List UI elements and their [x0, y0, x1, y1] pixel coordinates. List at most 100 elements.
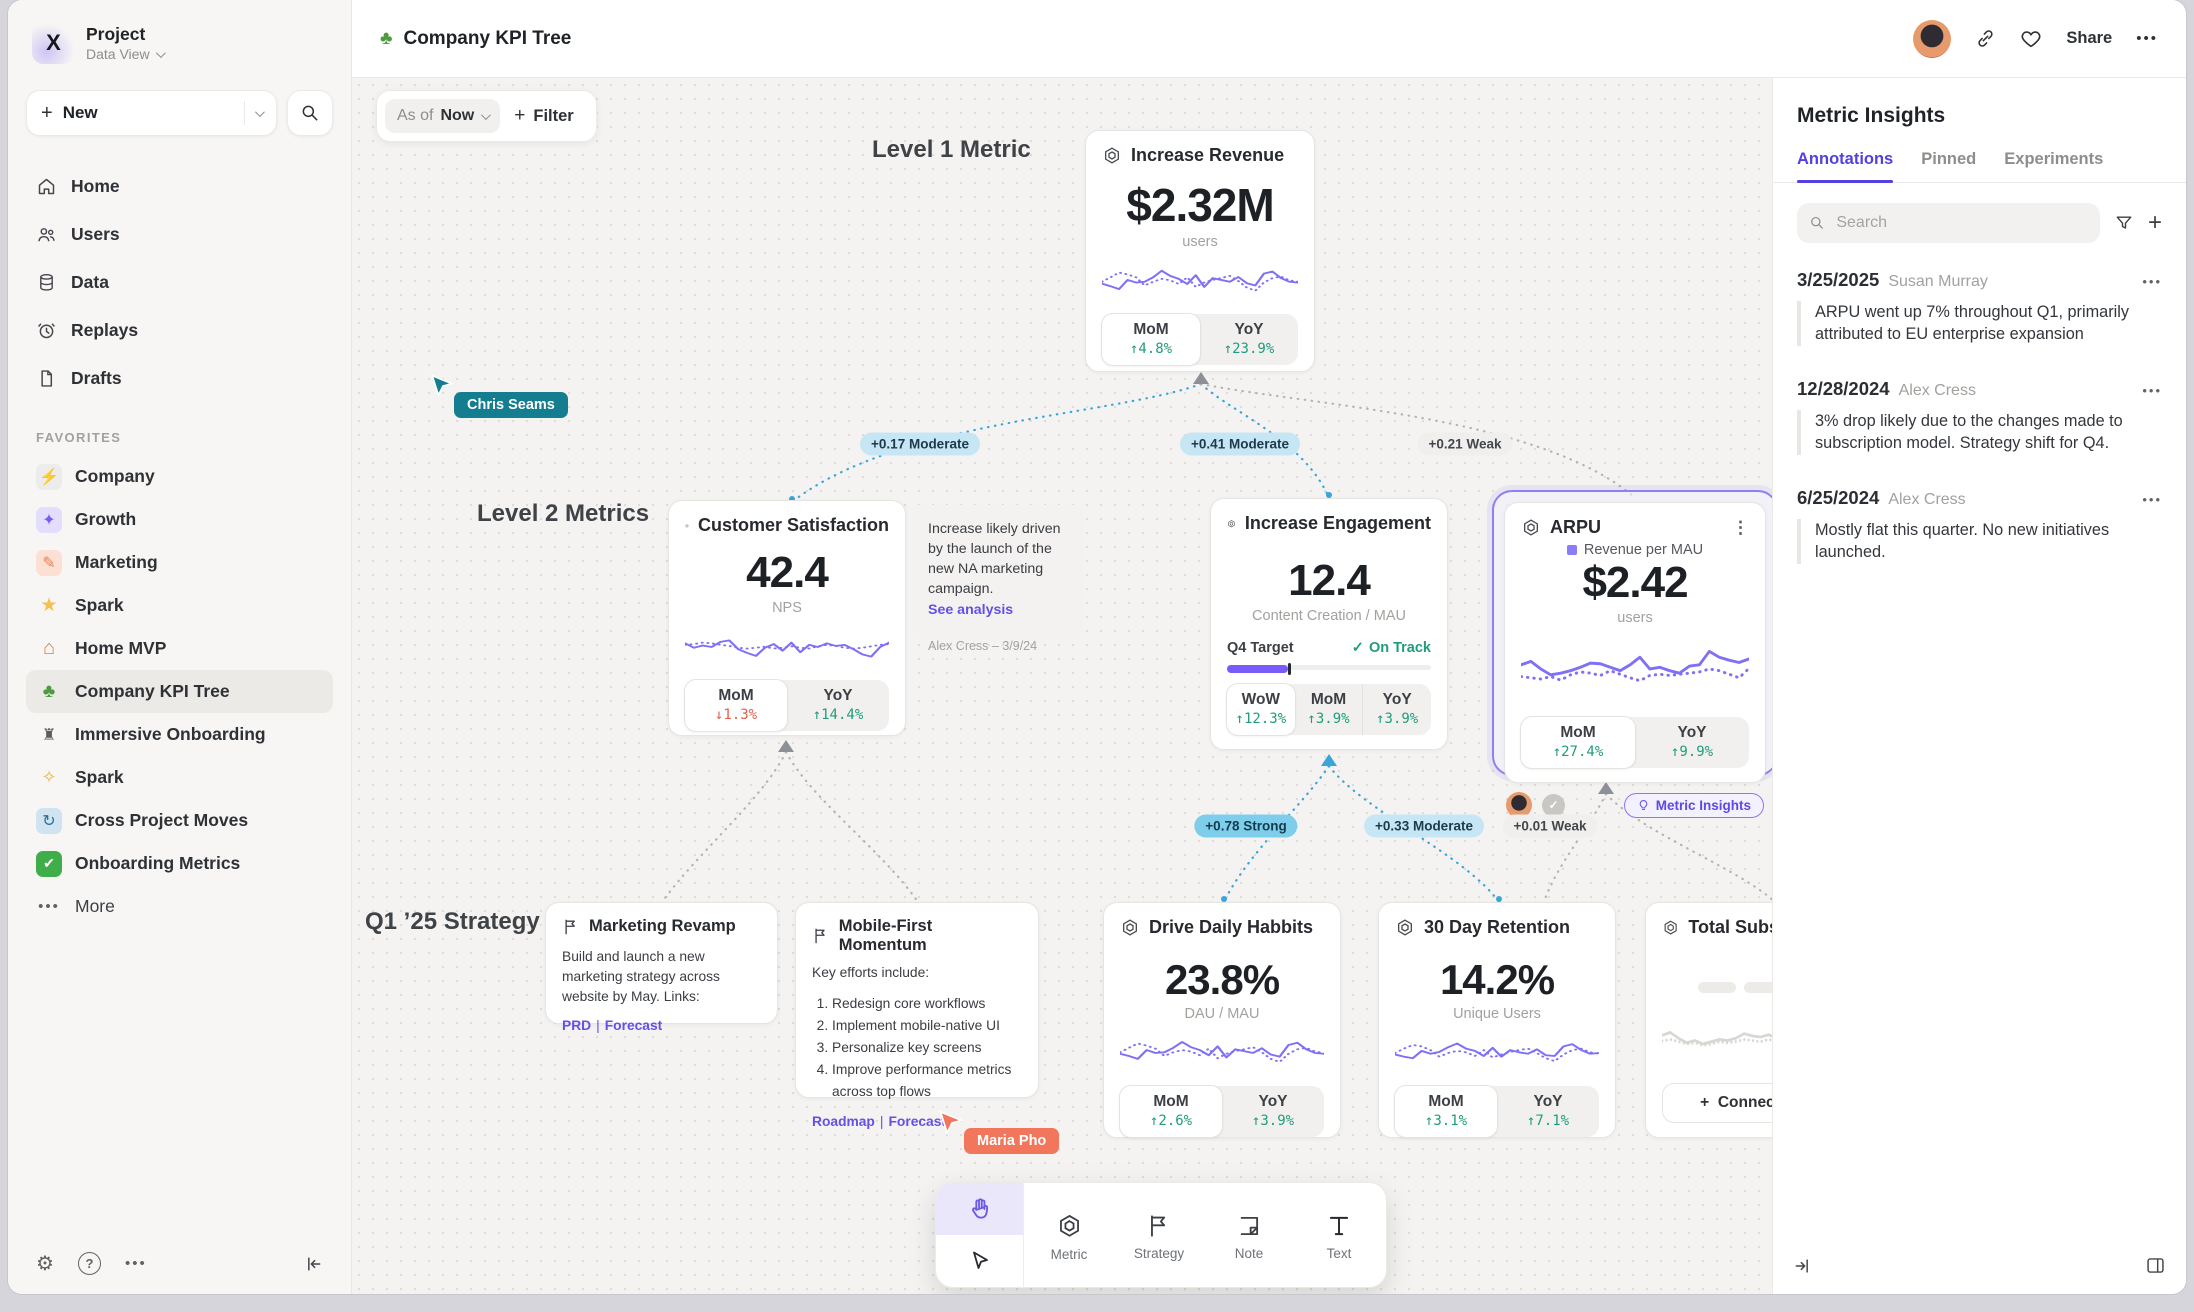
sidebar-item-drafts[interactable]: Drafts	[26, 356, 333, 400]
tab-experiments[interactable]: Experiments	[2004, 150, 2104, 168]
stat-mom[interactable]: MoM ↑2.6%	[1119, 1085, 1223, 1138]
see-analysis-link[interactable]: See analysis	[928, 601, 1014, 618]
more-menu-icon[interactable]: •••	[2136, 30, 2158, 47]
note-tool-button[interactable]: Note	[1204, 1183, 1294, 1287]
stat-mom[interactable]: MoM ↑27.4%	[1520, 716, 1636, 770]
metric-card-arpu[interactable]: ARPU ⋮ Revenue per MAU $2.42 users MoM ↑2…	[1504, 502, 1766, 784]
search-input[interactable]	[1834, 213, 2088, 233]
annotation-menu-icon[interactable]: •••	[2142, 274, 2162, 289]
stat-mom[interactable]: MoM ↑3.1%	[1394, 1085, 1498, 1138]
panel-layout-icon[interactable]	[2145, 1255, 2166, 1276]
stat-yoy[interactable]: YoY ↑3.9%	[1362, 684, 1431, 735]
tool-label: Metric	[1050, 1246, 1088, 1262]
list-item: Personalize key screens	[832, 1037, 1022, 1059]
stat-yoy[interactable]: YoY ↑7.1%	[1526, 1093, 1570, 1129]
strategy-tool-button[interactable]: Strategy	[1114, 1183, 1204, 1287]
canvas-note[interactable]: Increase likely driven by the launch of …	[913, 505, 1083, 653]
annotation-search[interactable]	[1797, 203, 2100, 243]
stat-yoy[interactable]: YoY ↑14.4%	[812, 687, 864, 723]
note-text: Increase likely driven by the launch of …	[928, 521, 1061, 598]
connect-button[interactable]: + Connect	[1662, 1083, 1772, 1123]
metric-card-total-subscriptions[interactable]: Total Subscript + Connect	[1645, 902, 1772, 1138]
stat-yoy[interactable]: YoY ↑3.9%	[1251, 1093, 1295, 1129]
sidebar-item-label: Replays	[71, 319, 139, 340]
forecast-link[interactable]: Forecast	[604, 1018, 663, 1033]
flag-icon	[815, 928, 825, 944]
sidebar-item-home[interactable]: Home	[26, 164, 333, 208]
tab-pinned[interactable]: Pinned	[1921, 150, 1977, 168]
sidebar-item-company-kpi-tree[interactable]: ♣ Company KPI Tree	[26, 670, 333, 713]
sidebar-item-spark[interactable]: ★ Spark	[26, 584, 333, 627]
stat-yoy[interactable]: YoY ↑9.9%	[1670, 724, 1714, 761]
strategy-card-marketing-revamp[interactable]: Marketing Revamp Build and launch a new …	[545, 902, 778, 1033]
more-options-icon[interactable]: •••	[124, 1255, 147, 1272]
new-button[interactable]: + New	[26, 90, 277, 136]
select-tool-button[interactable]	[936, 1235, 1023, 1287]
strategy-card-mobile-first-momentum[interactable]: Mobile-First Momentum Key efforts includ…	[795, 902, 1039, 1129]
forecast-link[interactable]: Forecast	[888, 1114, 946, 1130]
sidebar-item-immersive-onboarding[interactable]: ♜ Immersive Onboarding	[26, 713, 333, 756]
sidebar-item-company[interactable]: ⚡ Company	[26, 455, 333, 498]
sidebar-item-marketing[interactable]: ✎ Marketing	[26, 541, 333, 584]
as-of-dropdown[interactable]: As of Now	[385, 99, 501, 133]
collapse-panel-icon[interactable]	[1793, 1256, 1813, 1276]
annotation-entry[interactable]: 3/25/2025 Susan Murray ••• ARPU went up …	[1797, 269, 2162, 346]
hand-tool-button[interactable]	[936, 1183, 1023, 1235]
annotation-menu-icon[interactable]: •••	[2142, 382, 2162, 398]
chevron-down-icon[interactable]	[254, 106, 265, 117]
annotation-entry[interactable]: 6/25/2024 Alex Cress ••• Mostly flat thi…	[1797, 487, 2162, 564]
sidebar-item-data[interactable]: Data	[26, 260, 333, 304]
sidebar-item-more[interactable]: ••• More	[26, 885, 333, 928]
annotation-menu-icon[interactable]: •••	[2142, 491, 2162, 507]
draft-file-icon	[41, 369, 53, 387]
sidebar-item-replays[interactable]: Replays	[26, 308, 333, 352]
sidebar-item-home-mvp[interactable]: ⌂ Home MVP	[26, 627, 333, 670]
share-button[interactable]: Share	[2066, 29, 2113, 47]
sidebar-item-spark-2[interactable]: ✧ Spark	[26, 756, 333, 799]
settings-gear-icon[interactable]: ⚙	[36, 1253, 54, 1275]
divider	[244, 101, 245, 125]
plus-icon: +	[1700, 1094, 1710, 1111]
sidebar-item-users[interactable]: Users	[26, 212, 333, 256]
metric-card-increase-engagement[interactable]: Increase Engagement 12.4 Content Creatio…	[1210, 498, 1448, 750]
stat-mom[interactable]: MoM ↑4.8%	[1101, 313, 1201, 366]
stat-yoy[interactable]: YoY ↑23.9%	[1223, 321, 1275, 357]
collapse-sidebar-icon[interactable]	[303, 1254, 323, 1274]
metric-card-increase-revenue[interactable]: Increase Revenue $2.32M users MoM ↑4.8% Y…	[1085, 130, 1315, 372]
sidebar-item-onboarding-metrics[interactable]: ✔ Onboarding Metrics	[26, 842, 333, 885]
correlation-badge: +0.78 Strong	[1194, 814, 1298, 838]
metric-tool-button[interactable]: Metric	[1024, 1183, 1114, 1287]
tab-annotations[interactable]: Annotations	[1797, 150, 1894, 183]
card-menu-icon[interactable]: ⋮	[1732, 517, 1749, 537]
metric-hexagon-icon	[685, 523, 689, 528]
filter-funnel-icon[interactable]	[2114, 213, 2134, 233]
correlation-badge: +0.33 Moderate	[1364, 814, 1484, 838]
sidebar-item-growth[interactable]: ✦ Growth	[26, 498, 333, 541]
sidebar-item-label: Home MVP	[75, 638, 167, 658]
annotation-entry[interactable]: 12/28/2024 Alex Cress ••• 3% drop likely…	[1797, 378, 2162, 455]
metric-card-customer-satisfaction[interactable]: Customer Satisfaction 42.4 NPS MoM ↓1.3% …	[668, 500, 906, 736]
user-avatar[interactable]	[1913, 19, 1952, 58]
sidebar-item-cross-project-moves[interactable]: ↻ Cross Project Moves	[26, 799, 333, 842]
copy-link-icon[interactable]	[1975, 28, 1996, 49]
metric-card-30-day-retention[interactable]: 30 Day Retention 14.2% Unique Users MoM ↑…	[1378, 902, 1616, 1138]
search-icon	[302, 105, 318, 121]
prd-link[interactable]: PRD	[562, 1018, 592, 1033]
metric-insights-button[interactable]: Metric Insights	[1623, 792, 1764, 818]
workspace-view[interactable]: Data View	[86, 46, 166, 62]
collaborator-avatar[interactable]	[1506, 792, 1532, 819]
roadmap-link[interactable]: Roadmap	[812, 1114, 875, 1130]
metric-card-drive-daily-habbits[interactable]: Drive Daily Habbits 23.8% DAU / MAU MoM ↑…	[1103, 902, 1341, 1138]
workspace-switcher[interactable]: X Project Data View	[26, 20, 333, 66]
stat-mom[interactable]: MoM ↑3.9%	[1307, 691, 1350, 727]
stat-mom[interactable]: MoM ↓1.3%	[684, 679, 788, 732]
search-button[interactable]	[287, 90, 333, 136]
stat-wow[interactable]: WoW ↑12.3%	[1226, 683, 1296, 736]
add-filter-button[interactable]: + Filter	[514, 105, 574, 126]
favorite-heart-icon[interactable]	[2020, 28, 2042, 50]
text-tool-button[interactable]: Text	[1294, 1183, 1384, 1287]
kpi-tree-canvas[interactable]: As of Now + Filter Level 1 Metric Level …	[352, 78, 1772, 1294]
metric-card-arpu-selection[interactable]: ARPU ⋮ Revenue per MAU $2.42 users MoM ↑2…	[1492, 490, 1772, 819]
add-annotation-icon[interactable]: +	[2147, 209, 2162, 236]
help-icon[interactable]: ?	[77, 1252, 101, 1275]
